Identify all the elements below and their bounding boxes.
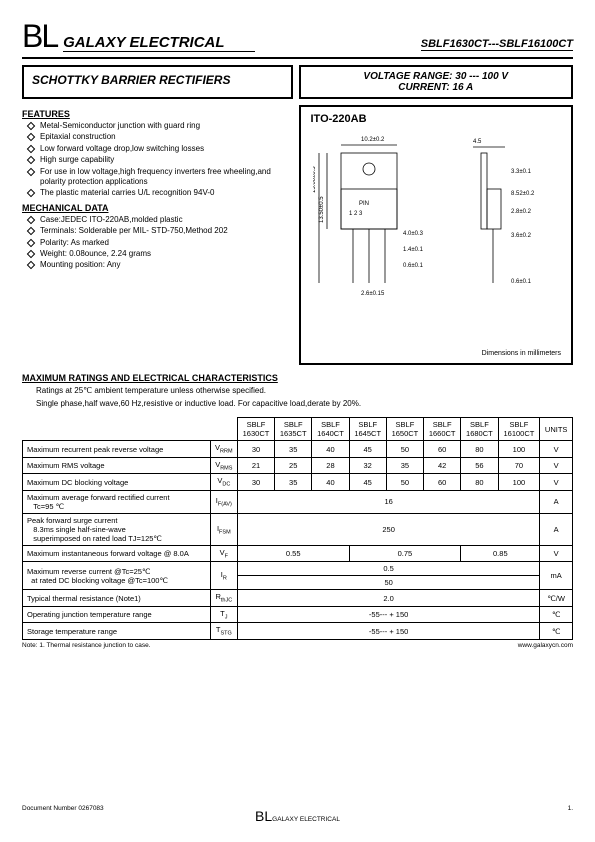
bullet-item: High surge capability bbox=[28, 155, 293, 165]
diamond-icon bbox=[27, 133, 35, 141]
diamond-icon bbox=[27, 145, 35, 153]
diamond-icon bbox=[27, 261, 35, 269]
package-diagram: ITO-220AB 10.2±0.2 15.00±0.5 13.50±0.5 P… bbox=[299, 105, 574, 365]
voltage-range: VOLTAGE RANGE: 30 --- 100 V bbox=[311, 71, 562, 82]
diamond-icon bbox=[27, 238, 35, 246]
table-row: Storage temperature range TSTG -55--- + … bbox=[23, 623, 573, 640]
table-row: Maximum reverse current @Tc=25℃ at rated… bbox=[23, 562, 573, 590]
footer-center: BLGALAXY ELECTRICAL bbox=[0, 808, 595, 824]
bullet-text: For use in low voltage,high frequency in… bbox=[40, 167, 293, 188]
table-row: Typical thermal resistance (Note1) RthJC… bbox=[23, 590, 573, 607]
bullet-text: Polarity: As marked bbox=[40, 238, 109, 248]
part-number: SBLF1630CT---SBLF16100CT bbox=[421, 38, 573, 51]
bullet-text: The plastic material carries U/L recogni… bbox=[40, 188, 214, 198]
bullet-text: Metal-Semiconductor junction with guard … bbox=[40, 121, 200, 131]
units-header: UNITS bbox=[540, 418, 573, 441]
table-row: Maximum instantaneous forward voltage @ … bbox=[23, 545, 573, 562]
svg-text:2.6±0.15: 2.6±0.15 bbox=[361, 291, 385, 297]
table-row: Maximum RMS voltageVRMS2125283235425670V bbox=[23, 457, 573, 474]
svg-text:15.00±0.5: 15.00±0.5 bbox=[313, 166, 317, 193]
features-heading: FEATURES bbox=[22, 109, 293, 119]
table-row: Maximum DC blocking voltageVDC3035404550… bbox=[23, 474, 573, 491]
svg-text:2.8±0.2: 2.8±0.2 bbox=[511, 209, 532, 215]
svg-text:3.6±0.2: 3.6±0.2 bbox=[511, 233, 532, 239]
svg-text:3.3±0.1: 3.3±0.1 bbox=[511, 169, 532, 175]
table-row: Operating junction temperature range TJ … bbox=[23, 606, 573, 623]
package-svg: 10.2±0.2 15.00±0.5 13.50±0.5 PIN 1 2 3 4… bbox=[313, 133, 548, 343]
diamond-icon bbox=[27, 156, 35, 164]
svg-text:0.6±0.1: 0.6±0.1 bbox=[403, 263, 424, 269]
bullet-text: Case:JEDEC ITO-220AB,molded plastic bbox=[40, 215, 183, 225]
bullet-text: Weight: 0.08ounce, 2.24 grams bbox=[40, 249, 151, 259]
ratings-table: SBLF1630CTSBLF1635CTSBLF1640CTSBLF1645CT… bbox=[22, 417, 573, 640]
bullet-item: The plastic material carries U/L recogni… bbox=[28, 188, 293, 198]
diamond-icon bbox=[27, 167, 35, 175]
title-row: SCHOTTKY BARRIER RECTIFIERS VOLTAGE RANG… bbox=[22, 65, 573, 99]
bullet-item: Epitaxial construction bbox=[28, 132, 293, 142]
range-box: VOLTAGE RANGE: 30 --- 100 V CURRENT: 16 … bbox=[299, 65, 574, 99]
diamond-icon bbox=[27, 227, 35, 235]
bullet-text: Mounting position: Any bbox=[40, 260, 121, 270]
bullet-item: Mounting position: Any bbox=[28, 260, 293, 270]
left-column: FEATURES Metal-Semiconductor junction wi… bbox=[22, 105, 293, 365]
max-note-2: Single phase,half wave,60 Hz,resistive o… bbox=[36, 398, 573, 409]
note-1: Note: 1. Thermal resistance junction to … bbox=[22, 642, 151, 649]
table-row: Peak forward surge current 8.3ms single … bbox=[23, 513, 573, 545]
svg-text:8.52±0.2: 8.52±0.2 bbox=[511, 191, 535, 197]
dimensions-note: Dimensions in millimeters bbox=[482, 350, 561, 357]
bullet-text: High surge capability bbox=[40, 155, 114, 165]
bullet-text: Terminals: Solderable per MIL- STD-750,M… bbox=[40, 226, 228, 236]
bullet-item: Metal-Semiconductor junction with guard … bbox=[28, 121, 293, 131]
logo-bl: BL bbox=[22, 18, 57, 55]
table-row: Maximum average forward rectified curren… bbox=[23, 490, 573, 513]
bullet-item: Case:JEDEC ITO-220AB,molded plastic bbox=[28, 215, 293, 225]
url: www.galaxycn.com bbox=[518, 642, 573, 649]
svg-text:1 2 3: 1 2 3 bbox=[349, 211, 363, 217]
svg-text:4.0±0.3: 4.0±0.3 bbox=[403, 231, 424, 237]
bullet-item: For use in low voltage,high frequency in… bbox=[28, 167, 293, 188]
bullet-item: Low forward voltage drop,low switching l… bbox=[28, 144, 293, 154]
header: BL GALAXY ELECTRICAL SBLF1630CT---SBLF16… bbox=[22, 18, 573, 59]
max-ratings-heading: MAXIMUM RATINGS AND ELECTRICAL CHARACTER… bbox=[22, 373, 573, 383]
svg-text:10.2±0.2: 10.2±0.2 bbox=[361, 137, 385, 143]
svg-text:0.6±0.1: 0.6±0.1 bbox=[511, 279, 532, 285]
diamond-icon bbox=[27, 250, 35, 258]
bullet-text: Epitaxial construction bbox=[40, 132, 116, 142]
mechanical-heading: MECHANICAL DATA bbox=[22, 203, 293, 213]
diamond-icon bbox=[27, 215, 35, 223]
table-header-row: SBLF1630CTSBLF1635CTSBLF1640CTSBLF1645CT… bbox=[23, 418, 573, 441]
diamond-icon bbox=[27, 122, 35, 130]
svg-text:PIN: PIN bbox=[359, 201, 369, 207]
bullet-text: Low forward voltage drop,low switching l… bbox=[40, 144, 204, 154]
bullet-item: Terminals: Solderable per MIL- STD-750,M… bbox=[28, 226, 293, 236]
package-label: ITO-220AB bbox=[311, 113, 367, 125]
svg-text:1.4±0.1: 1.4±0.1 bbox=[403, 247, 424, 253]
bullet-item: Weight: 0.08ounce, 2.24 grams bbox=[28, 249, 293, 259]
svg-text:4.5: 4.5 bbox=[473, 139, 482, 145]
table-row: Maximum recurrent peak reverse voltageVR… bbox=[23, 441, 573, 458]
diamond-icon bbox=[27, 189, 35, 197]
max-note-1: Ratings at 25℃ ambient temperature unles… bbox=[36, 385, 573, 396]
doc-title: SCHOTTKY BARRIER RECTIFIERS bbox=[22, 65, 293, 99]
svg-text:13.50±0.5: 13.50±0.5 bbox=[319, 196, 325, 223]
current-range: CURRENT: 16 A bbox=[311, 82, 562, 93]
company-name: GALAXY ELECTRICAL bbox=[63, 34, 254, 52]
bullet-item: Polarity: As marked bbox=[28, 238, 293, 248]
